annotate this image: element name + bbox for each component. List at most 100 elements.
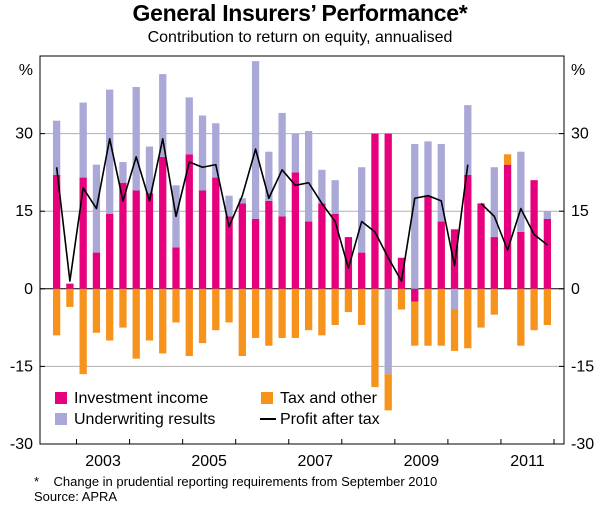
bar-investment-income xyxy=(238,203,246,289)
bar-investment-income xyxy=(251,218,260,289)
y-tick-right: -15 xyxy=(571,358,594,375)
y-unit-right: % xyxy=(571,62,585,79)
bar-underwriting-results xyxy=(265,151,273,201)
line-profit-after-tax-segment-1 xyxy=(55,137,469,282)
bar-underwriting-results xyxy=(212,123,220,178)
bar-underwriting-results xyxy=(358,167,366,253)
bar-underwriting-results xyxy=(52,120,61,175)
y-tick-right: 30 xyxy=(571,126,589,143)
bar-investment-income xyxy=(464,174,472,289)
chart: -30 -30 -15 -15 0 0 15 15 30 30% % 2003 2005 2007 2009… xyxy=(10,55,594,470)
bar-underwriting-results xyxy=(490,167,498,238)
bar-underwriting-results xyxy=(251,61,260,219)
bar-investment-income xyxy=(119,182,127,289)
bar-investment-income xyxy=(437,221,445,289)
bar-investment-income xyxy=(477,203,485,289)
bar-investment-income xyxy=(424,195,432,289)
bar-underwriting-results xyxy=(238,198,246,204)
bar-tax-and-other xyxy=(238,288,246,357)
chart-subtitle: Contribution to return on equity, annual… xyxy=(147,29,453,46)
footnote-text: * Change in prudential reporting require… xyxy=(34,474,438,489)
bar-tax-and-other xyxy=(66,288,74,307)
bar-investment-income xyxy=(278,216,286,289)
bar-tax-and-other xyxy=(358,288,366,326)
line-profit-after-tax-segment-2 xyxy=(480,202,548,251)
bar-investment-income xyxy=(411,288,419,302)
chart-title: General Insurers’ Performance* xyxy=(132,0,468,26)
legend-label: Profit after tax xyxy=(280,411,380,428)
bar-investment-income xyxy=(92,252,101,289)
bar-underwriting-results xyxy=(291,133,300,173)
bar-tax-and-other xyxy=(291,288,300,338)
x-tick-label: 2007 xyxy=(297,453,333,470)
bar-investment-income xyxy=(145,193,154,289)
bar-investment-income xyxy=(331,213,339,289)
bar-underwriting-results xyxy=(159,74,167,157)
bar-investment-income xyxy=(265,200,273,289)
bar-underwriting-results xyxy=(145,146,154,194)
bar-tax-and-other xyxy=(490,288,498,315)
bar-tax-and-other xyxy=(397,288,406,310)
bar-investment-income xyxy=(79,177,87,289)
bar-tax-and-other xyxy=(198,288,207,344)
bar-tax-and-other xyxy=(371,288,379,388)
bar-tax-and-other xyxy=(159,288,167,354)
x-tick-label: 2011 xyxy=(510,453,545,470)
bar-investment-income xyxy=(318,203,326,289)
bar-underwriting-results xyxy=(106,89,114,214)
bar-investment-income xyxy=(159,156,167,289)
bar-investment-income xyxy=(543,218,552,289)
bar-tax-and-other xyxy=(411,301,419,346)
bar-tax-and-other xyxy=(384,374,392,411)
bar-underwriting-results xyxy=(79,102,87,178)
bar-investment-income xyxy=(397,257,406,289)
x-tick-label: 2005 xyxy=(191,453,227,470)
bar-tax-and-other xyxy=(318,288,326,336)
bar-underwriting-results xyxy=(185,97,193,155)
bar-tax-and-other xyxy=(265,288,273,346)
bar-investment-income xyxy=(132,190,140,289)
x-tick-label: 2009 xyxy=(404,453,440,470)
bar-tax-and-other xyxy=(251,288,260,338)
bar-investment-income xyxy=(384,133,392,289)
bar-underwriting-results xyxy=(278,112,286,217)
y-unit-left: % xyxy=(19,62,33,79)
bar-tax-and-other xyxy=(225,288,233,323)
bar-investment-income xyxy=(358,252,366,289)
bar-underwriting-results xyxy=(331,180,339,214)
bar-tax-and-other xyxy=(424,288,432,346)
bar-investment-income xyxy=(304,221,313,289)
y-tick-left: 0 xyxy=(24,281,33,298)
bar-investment-income xyxy=(517,231,525,289)
bar-investment-income xyxy=(225,216,233,289)
bar-tax-and-other xyxy=(304,288,313,331)
bar-tax-and-other xyxy=(52,288,61,336)
legend-swatch xyxy=(55,392,67,404)
bar-underwriting-results xyxy=(450,288,459,310)
bar-tax-and-other xyxy=(278,288,286,338)
source-text: Source: APRA xyxy=(34,489,118,504)
bar-underwriting-results xyxy=(318,169,326,204)
y-tick-right: 15 xyxy=(571,203,589,220)
y-tick-right: -30 xyxy=(571,436,594,453)
bar-investment-income xyxy=(172,247,180,289)
bar-underwriting-results xyxy=(198,115,207,191)
bar-investment-income xyxy=(106,213,114,289)
legend-swatch xyxy=(261,392,273,404)
x-tick-label: 2003 xyxy=(85,453,121,470)
bar-investment-income xyxy=(371,133,379,289)
legend-label: Tax and other xyxy=(280,390,378,407)
bar-tax-and-other xyxy=(450,309,459,351)
bar-tax-and-other xyxy=(212,288,220,331)
bar-tax-and-other xyxy=(79,288,87,375)
footnote: * Change in prudential reporting require… xyxy=(34,474,437,504)
bar-tax-and-other xyxy=(464,288,472,349)
bar-tax-and-other xyxy=(517,288,525,346)
bar-underwriting-results xyxy=(424,141,432,196)
y-tick-left: -15 xyxy=(10,358,33,375)
bar-tax-and-other xyxy=(344,288,353,313)
bar-underwriting-results xyxy=(411,143,419,289)
bar-tax-and-other xyxy=(172,288,180,323)
y-tick-left: 15 xyxy=(15,203,33,220)
bar-underwriting-results xyxy=(132,87,140,191)
